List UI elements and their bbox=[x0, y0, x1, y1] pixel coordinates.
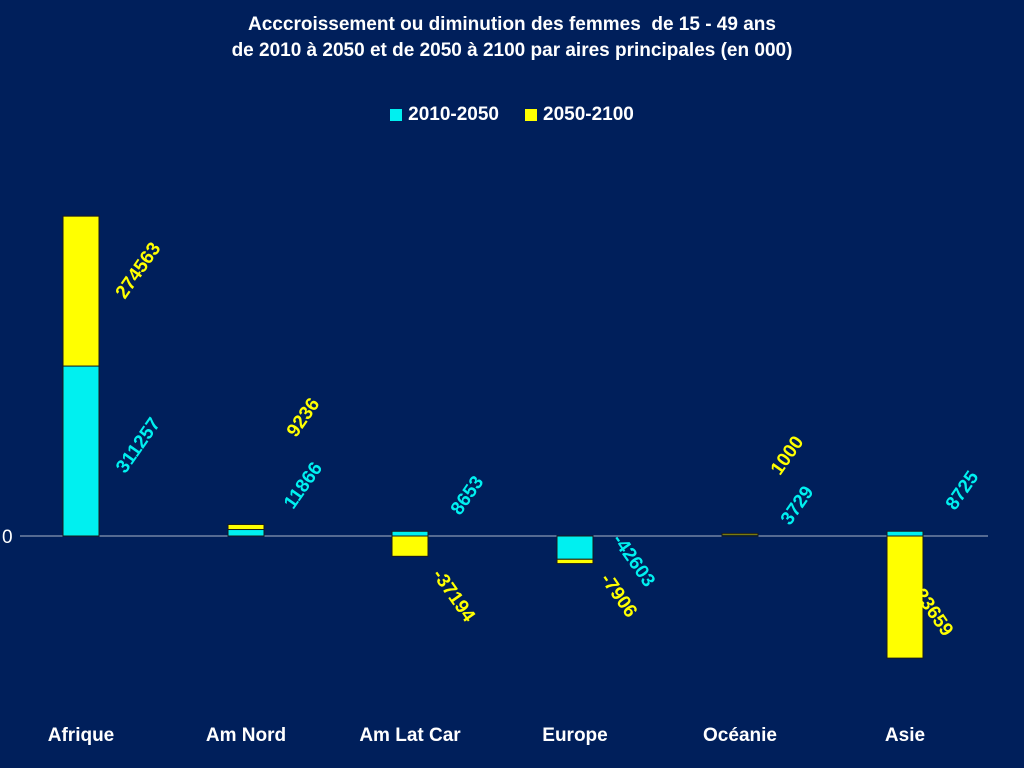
data-label-2050-2100-Afrique: 274563 bbox=[112, 239, 166, 303]
legend-item-2010-2050: 2010-2050 bbox=[390, 104, 499, 126]
data-label-2010-2050-Am Lat Car: 8653 bbox=[447, 472, 488, 519]
category-label-Océanie: Océanie bbox=[703, 725, 777, 746]
zero-tick-label: 0 bbox=[2, 527, 13, 548]
chart-title-line1: Acccroissement ou diminution des femmes … bbox=[248, 14, 776, 35]
data-labels-group: 3112572745631186692368653-37194-42603-79… bbox=[112, 239, 984, 641]
chart-title: Acccroissement ou diminution des femmes … bbox=[0, 12, 1024, 64]
bar-2050-2100-Afrique bbox=[62, 215, 100, 367]
legend-swatch-2010-2050 bbox=[390, 109, 403, 121]
bar-2050-2100-Océanie bbox=[721, 532, 759, 536]
legend-swatch-2050-2100 bbox=[525, 109, 537, 121]
bar-2050-2100-Am Nord bbox=[227, 523, 265, 531]
bar-2010-2050-Afrique bbox=[62, 365, 100, 537]
bar-2050-2100-Asie bbox=[886, 535, 924, 659]
bars-group bbox=[62, 215, 924, 659]
chart-legend: 2010-2050 2050-2100 bbox=[0, 104, 1024, 126]
category-label-Am Lat Car: Am Lat Car bbox=[359, 725, 461, 746]
bar-2010-2050-Am Lat Car bbox=[391, 530, 429, 537]
data-label-2050-2100-Am Nord: 9236 bbox=[283, 394, 324, 441]
bar-2010-2050-Am Nord bbox=[227, 529, 265, 537]
data-label-2010-2050-Asie: 8725 bbox=[942, 467, 984, 514]
bar-2010-2050-Europe bbox=[556, 535, 594, 560]
data-label-2050-2100-Am Lat Car: -37194 bbox=[428, 565, 479, 626]
legend-label-2050-2100: 2050-2100 bbox=[543, 104, 634, 125]
legend-label-2010-2050: 2010-2050 bbox=[408, 104, 499, 125]
category-label-Am Nord: Am Nord bbox=[206, 725, 286, 746]
data-label-2050-2100-Océanie: 1000 bbox=[767, 432, 808, 479]
data-label-2010-2050-Afrique: 311257 bbox=[112, 414, 165, 477]
category-labels-group: Afrique Am Nord Am Lat Car Europe Océanie Asi… bbox=[48, 725, 925, 746]
bar-2050-2100-Europe bbox=[556, 558, 594, 565]
category-label-Asie: Asie bbox=[885, 725, 925, 746]
bar-2010-2050-Asie bbox=[886, 530, 924, 537]
category-label-Afrique: Afrique bbox=[48, 725, 115, 746]
data-label-2010-2050-Océanie: 3729 bbox=[777, 482, 818, 529]
bar-2050-2100-Am Lat Car bbox=[391, 535, 429, 557]
legend-item-2050-2100: 2050-2100 bbox=[525, 104, 634, 126]
data-label-2010-2050-Am Nord: 11866 bbox=[280, 458, 327, 512]
chart-title-line2: de 2010 à 2050 et de 2050 à 2100 par air… bbox=[231, 40, 793, 61]
category-label-Europe: Europe bbox=[542, 725, 607, 746]
